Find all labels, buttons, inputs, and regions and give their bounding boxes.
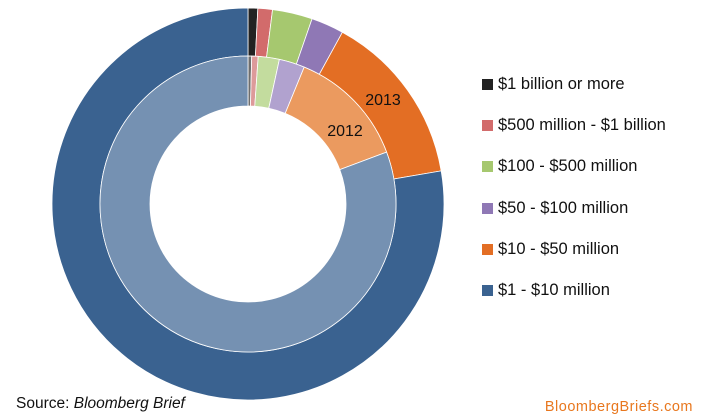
legend-label: $50 - $100 million xyxy=(498,198,629,217)
source-prefix: Source: xyxy=(16,395,74,412)
legend-item-500m-1b: $500 million - $1 billion xyxy=(482,105,666,146)
ring-label-2013: 2013 xyxy=(365,92,401,109)
brand-footer: BloombergBriefs.com xyxy=(544,399,693,415)
legend-item-50m-100m: $50 - $100 million xyxy=(482,188,666,229)
legend-swatch xyxy=(482,285,493,297)
legend-swatch xyxy=(482,202,493,214)
legend-swatch xyxy=(482,120,493,132)
legend-item-1m-10m: $1 - $10 million xyxy=(482,270,666,311)
inner-ring-2012 xyxy=(99,55,397,353)
legend-item-1b-or-more: $1 billion or more xyxy=(482,64,666,105)
source-note: Source: Bloomberg Brief xyxy=(16,395,185,413)
legend-item-100m-500m: $100 - $500 million xyxy=(482,146,666,187)
legend-label: $100 - $500 million xyxy=(498,157,638,176)
source-name: Bloomberg Brief xyxy=(73,395,185,412)
legend-item-10m-50m: $10 - $50 million xyxy=(482,229,666,270)
ring-label-2012: 2012 xyxy=(327,123,363,140)
legend-swatch xyxy=(482,161,493,173)
legend-label: $1 billion or more xyxy=(498,75,625,94)
inner-2012-slice-6 xyxy=(99,55,397,353)
legend-label: $1 - $10 million xyxy=(498,281,610,300)
legend-swatch xyxy=(482,243,493,255)
legend-swatch xyxy=(482,79,493,91)
legend-label: $10 - $50 million xyxy=(498,239,620,258)
legend-label: $500 million - $1 billion xyxy=(498,116,666,135)
legend: $1 billion or more $500 million - $1 bil… xyxy=(482,64,666,311)
